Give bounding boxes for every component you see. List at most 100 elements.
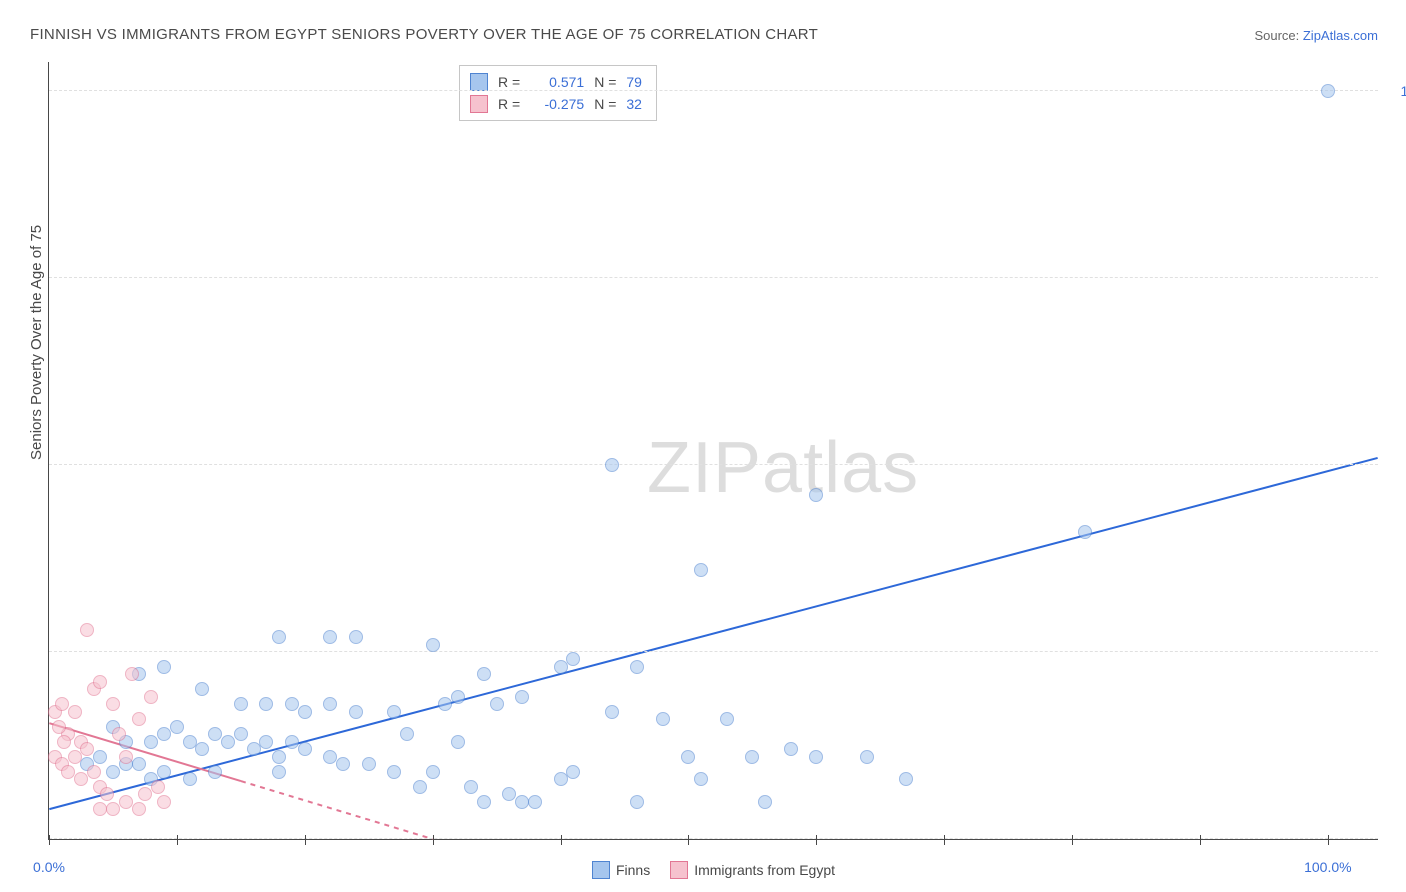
data-point	[362, 757, 376, 771]
data-point	[605, 705, 619, 719]
x-tick	[49, 835, 50, 845]
data-point	[93, 750, 107, 764]
data-point	[151, 780, 165, 794]
gridline	[49, 90, 1378, 91]
data-point	[451, 690, 465, 704]
source-link[interactable]: ZipAtlas.com	[1303, 28, 1378, 43]
data-point	[285, 697, 299, 711]
data-point	[413, 780, 427, 794]
data-point	[112, 727, 126, 741]
source-credit: Source: ZipAtlas.com	[1254, 28, 1378, 43]
data-point	[55, 697, 69, 711]
r-label: R =	[498, 96, 520, 112]
correlation-chart: FINNISH VS IMMIGRANTS FROM EGYPT SENIORS…	[0, 0, 1406, 892]
legend-swatch	[592, 861, 610, 879]
legend-swatch	[470, 73, 488, 91]
data-point	[157, 765, 171, 779]
data-point	[1321, 84, 1335, 98]
data-point	[183, 735, 197, 749]
data-point	[438, 697, 452, 711]
data-point	[93, 675, 107, 689]
plot-area: ZIPatlas R =0.571N =79R =-0.275N =32 Fin…	[48, 62, 1378, 840]
source-prefix: Source:	[1254, 28, 1302, 43]
y-axis-label: Seniors Poverty Over the Age of 75	[28, 225, 45, 460]
data-point	[720, 712, 734, 726]
data-point	[784, 742, 798, 756]
data-point	[681, 750, 695, 764]
data-point	[860, 750, 874, 764]
legend-label: Finns	[616, 862, 650, 878]
data-point	[272, 750, 286, 764]
data-point	[400, 727, 414, 741]
data-point	[119, 750, 133, 764]
data-point	[694, 772, 708, 786]
data-point	[106, 765, 120, 779]
data-point	[247, 742, 261, 756]
data-point	[477, 667, 491, 681]
data-point	[221, 735, 235, 749]
data-point	[323, 697, 337, 711]
data-point	[106, 697, 120, 711]
data-point	[502, 787, 516, 801]
data-point	[630, 795, 644, 809]
data-point	[106, 802, 120, 816]
data-point	[605, 458, 619, 472]
data-point	[138, 787, 152, 801]
x-tick	[433, 835, 434, 845]
x-tick	[1200, 835, 1201, 845]
data-point	[93, 802, 107, 816]
data-point	[272, 765, 286, 779]
data-point	[183, 772, 197, 786]
y-tick-label: 100.0%	[1401, 83, 1406, 99]
data-point	[387, 705, 401, 719]
data-point	[272, 630, 286, 644]
r-value: 0.571	[530, 74, 584, 90]
legend-item: Finns	[592, 861, 650, 879]
data-point	[234, 727, 248, 741]
data-point	[259, 735, 273, 749]
data-point	[119, 795, 133, 809]
data-point	[323, 630, 337, 644]
data-point	[259, 697, 273, 711]
data-point	[157, 795, 171, 809]
data-point	[809, 488, 823, 502]
data-point	[74, 772, 88, 786]
data-point	[566, 765, 580, 779]
legend-swatch	[470, 95, 488, 113]
data-point	[490, 697, 504, 711]
data-point	[656, 712, 670, 726]
data-point	[132, 802, 146, 816]
data-point	[80, 742, 94, 756]
data-point	[745, 750, 759, 764]
data-point	[132, 757, 146, 771]
data-point	[61, 765, 75, 779]
data-point	[234, 697, 248, 711]
stats-row: R = -0.275 N = 32	[470, 93, 642, 115]
r-value: -0.275	[530, 96, 584, 112]
data-point	[451, 735, 465, 749]
data-point	[298, 705, 312, 719]
data-point	[57, 735, 71, 749]
gridline	[49, 651, 1378, 652]
data-point	[144, 690, 158, 704]
n-label: N =	[594, 96, 616, 112]
chart-title: FINNISH VS IMMIGRANTS FROM EGYPT SENIORS…	[30, 26, 818, 43]
data-point	[694, 563, 708, 577]
data-point	[1078, 525, 1092, 539]
data-point	[157, 660, 171, 674]
data-point	[336, 757, 350, 771]
x-tick	[561, 835, 562, 845]
data-point	[285, 735, 299, 749]
data-point	[349, 705, 363, 719]
data-point	[87, 765, 101, 779]
data-point	[426, 638, 440, 652]
x-tick	[1072, 835, 1073, 845]
data-point	[170, 720, 184, 734]
x-tick-label: 100.0%	[1304, 859, 1351, 875]
n-value: 32	[626, 96, 642, 112]
legend-item: Immigrants from Egypt	[670, 861, 835, 879]
data-point	[208, 727, 222, 741]
data-point	[208, 765, 222, 779]
data-point	[809, 750, 823, 764]
data-point	[554, 660, 568, 674]
